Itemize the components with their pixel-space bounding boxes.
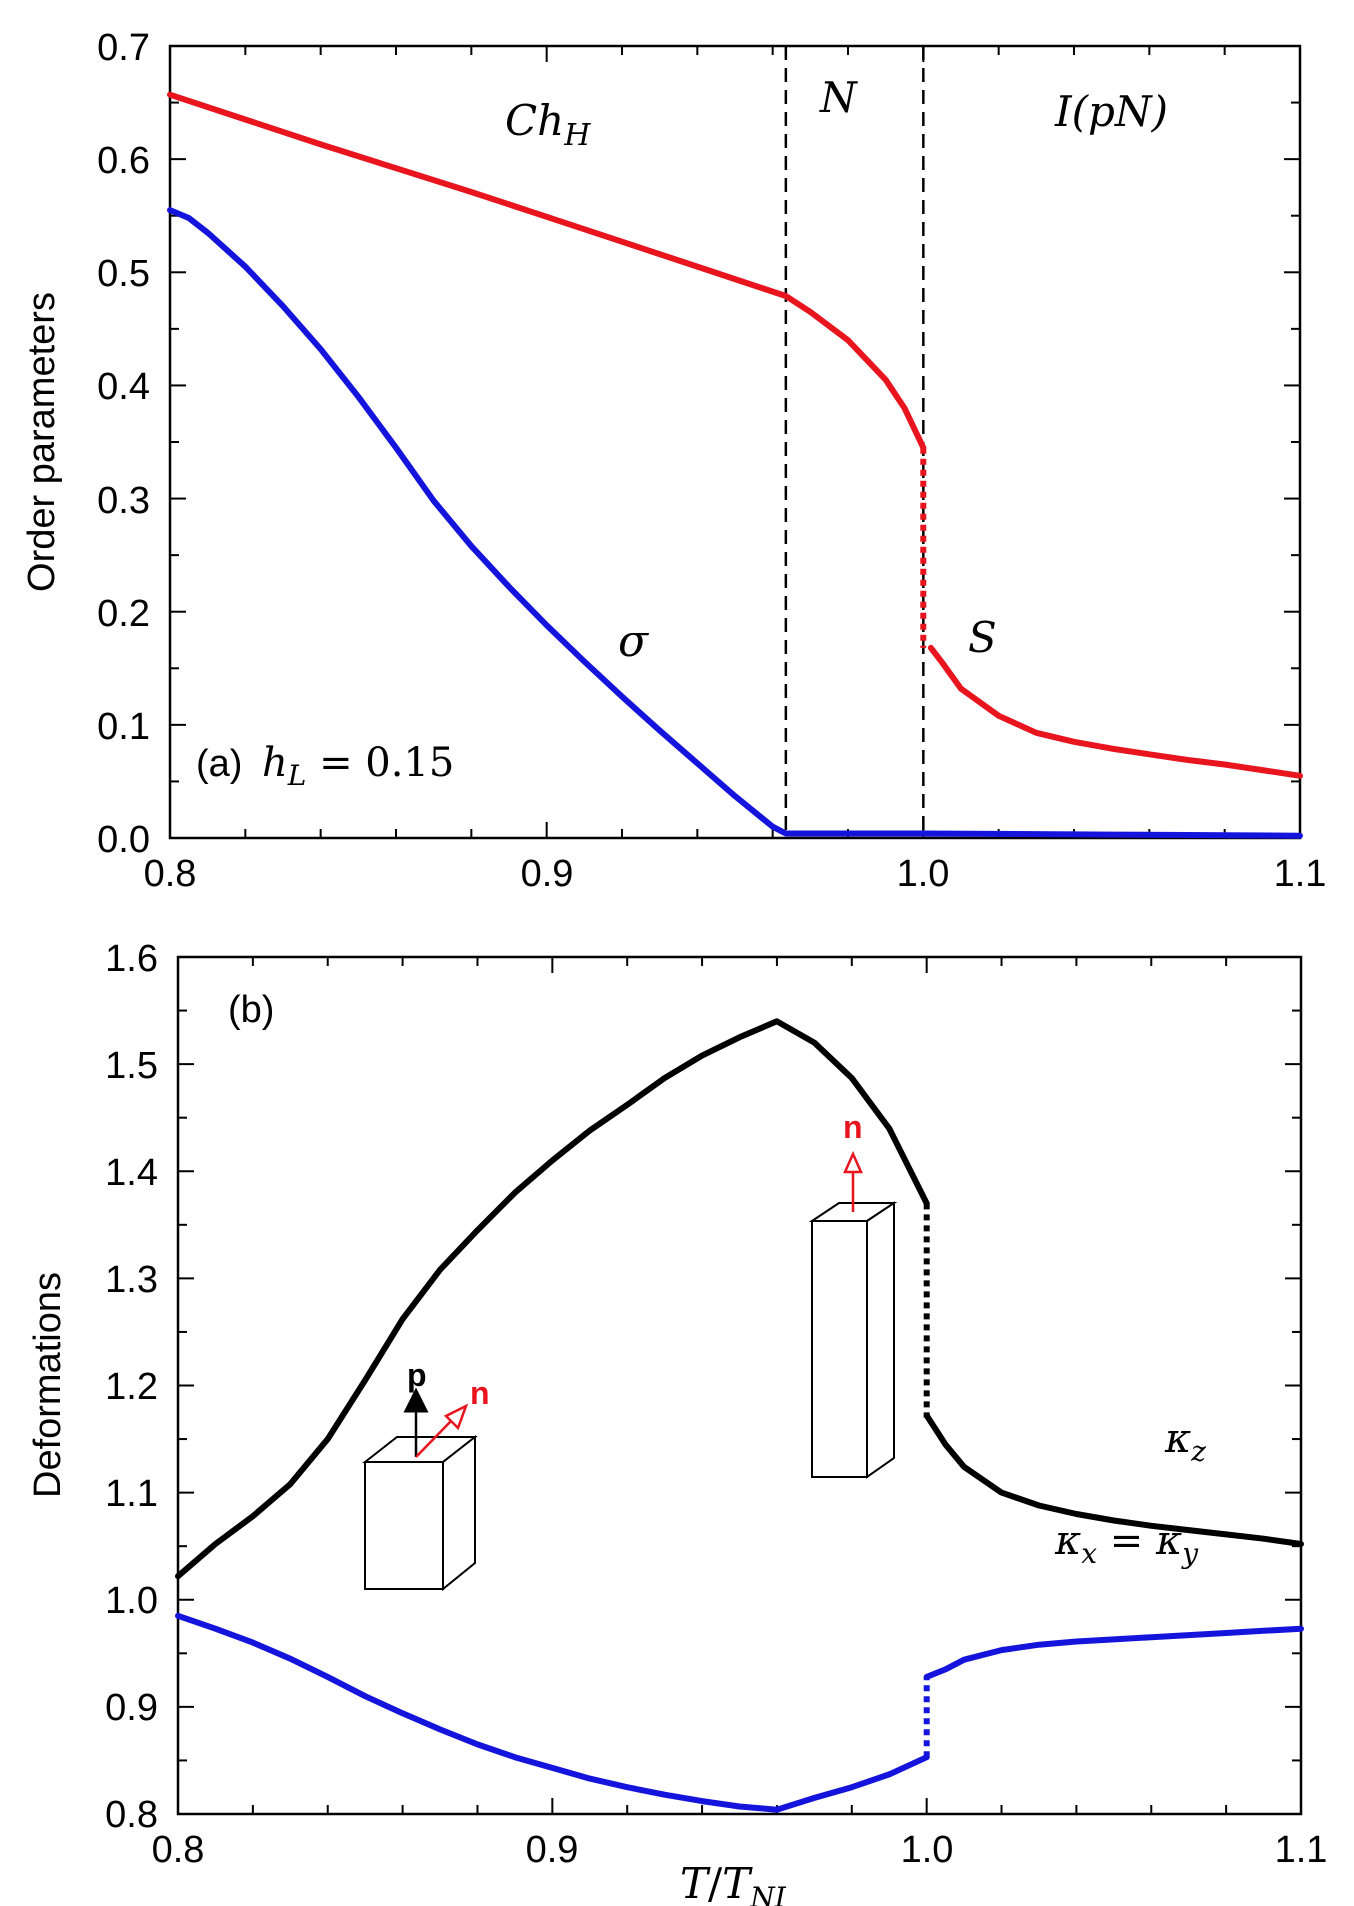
- box-schematic-nematic: [808, 1150, 898, 1479]
- b-xtick-3: 1.1: [1275, 1829, 1328, 1871]
- b-xtick-0: 0.8: [152, 1829, 205, 1871]
- b-ytick-5: 1.3: [105, 1259, 158, 1301]
- b-ytick-2: 1.0: [105, 1580, 158, 1622]
- panel-b-x-tick-labels: 0.8 0.9 1.0 1.1: [152, 1829, 1328, 1871]
- b-ytick-4: 1.2: [105, 1366, 158, 1408]
- panel-b-series: [175, 1018, 1304, 1813]
- panel-a-series: [167, 91, 1303, 839]
- a-ytick-4: 0.4: [97, 366, 150, 408]
- b-ytick-0: 0.8: [105, 1794, 158, 1836]
- phase-label-i-pn: I(pN): [1054, 87, 1168, 136]
- panel-a-x-tick-labels: 0.8 0.9 1.0 1.1: [144, 853, 1327, 895]
- phase-label-ch-h: ChH: [505, 96, 591, 153]
- panel-a-y-axis-title: Order parameters: [21, 292, 63, 592]
- a-ytick-6: 0.6: [97, 140, 150, 182]
- a-ytick-5: 0.5: [97, 253, 150, 295]
- phase-label-n: N: [819, 73, 858, 122]
- box1-side: [442, 1434, 476, 1592]
- panel-b-deformations: 0.8 0.9 1.0 1.1 1.2 1.3 1.4 1.5 1.6 0.8 …: [27, 938, 1327, 1906]
- a-xtick-0: 0.8: [144, 853, 197, 895]
- box2-side: [866, 1201, 895, 1479]
- panel-b-y-axis-title: Deformations: [27, 1272, 69, 1498]
- label-kappa-xy: κx = κy: [1054, 1518, 1199, 1570]
- panel-a-y-tick-labels: 0.0 0.1 0.2 0.3 0.4 0.5 0.6 0.7: [97, 27, 150, 861]
- panel-b-label: (b): [228, 989, 274, 1031]
- vector-n1-label: n: [470, 1375, 490, 1411]
- a-xtick-3: 1.1: [1274, 853, 1327, 895]
- x-axis-title: T/TNI: [680, 1859, 787, 1906]
- param-hl: hL = 0.15: [262, 740, 454, 792]
- panel-b-y-tick-labels: 0.8 0.9 1.0 1.1 1.2 1.3 1.4 1.5 1.6: [105, 938, 158, 1836]
- panel-a-label: (a): [196, 743, 242, 785]
- a-ytick-2: 0.2: [97, 593, 150, 635]
- label-kappa-z: κz: [1164, 1416, 1206, 1468]
- a-series-0-segment-0: [167, 91, 927, 451]
- curve-label-sigma: σ: [618, 616, 650, 667]
- b-ytick-1: 0.9: [105, 1687, 158, 1729]
- a-ytick-0: 0.0: [97, 819, 150, 861]
- b-ytick-8: 1.6: [105, 938, 158, 980]
- a-series-0-segment-2: [927, 644, 1303, 779]
- panel-a-frame: [168, 44, 1302, 840]
- box1-front: [364, 1461, 444, 1590]
- panel-a-phase-boundaries: [784, 46, 925, 838]
- vector-n2-arrowhead: [843, 1150, 863, 1174]
- b-xtick-2: 1.0: [901, 1829, 954, 1871]
- a-xtick-1: 0.9: [521, 853, 574, 895]
- vector-n2-label: n: [843, 1109, 863, 1145]
- b-ytick-7: 1.5: [105, 1045, 158, 1087]
- a-ytick-1: 0.1: [97, 706, 150, 748]
- a-ytick-3: 0.3: [97, 480, 150, 522]
- b-series-0-segment-2: [923, 1412, 1304, 1547]
- b-ytick-6: 1.4: [105, 1152, 158, 1194]
- a-xtick-2: 1.0: [897, 853, 950, 895]
- vector-p-label: p: [407, 1357, 427, 1393]
- b-series-1-segment-2: [923, 1625, 1304, 1680]
- box2-front: [811, 1220, 868, 1478]
- box-schematic-chiral: [362, 1387, 478, 1592]
- a-series-1-segment-0: [167, 207, 1303, 839]
- vector-n1-line: [415, 1419, 453, 1458]
- b-series-1-segment-0: [175, 1612, 930, 1813]
- panel-a-ticks: [169, 45, 1301, 839]
- b-ytick-3: 1.1: [105, 1473, 158, 1515]
- curve-label-s: S: [968, 613, 997, 662]
- b-series-0-segment-0: [175, 1018, 930, 1580]
- vector-n1-arrowhead: [443, 1403, 469, 1431]
- panel-a-order-parameters: 0.0 0.1 0.2 0.3 0.4 0.5 0.6 0.7 0.8 0.9 …: [21, 27, 1326, 895]
- b-xtick-1: 0.9: [526, 1829, 579, 1871]
- a-ytick-7: 0.7: [97, 27, 150, 69]
